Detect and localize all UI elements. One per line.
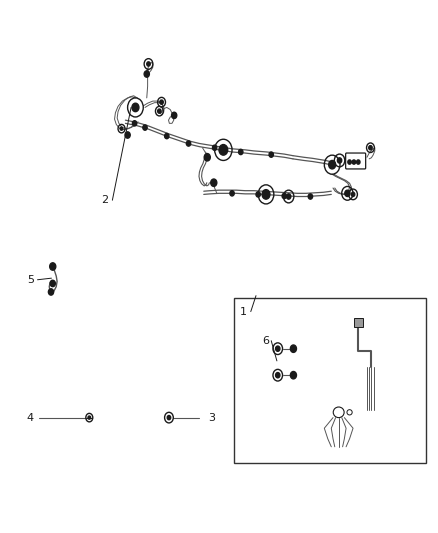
Bar <box>234 298 426 463</box>
Circle shape <box>132 103 139 112</box>
Circle shape <box>186 141 191 146</box>
Circle shape <box>348 160 351 164</box>
Circle shape <box>132 120 137 126</box>
Circle shape <box>219 144 228 155</box>
Circle shape <box>269 152 273 157</box>
Text: 1: 1 <box>240 306 247 317</box>
Circle shape <box>352 160 356 164</box>
Circle shape <box>262 190 270 199</box>
Circle shape <box>357 160 360 164</box>
Circle shape <box>160 100 163 104</box>
Text: 5: 5 <box>27 274 34 285</box>
Circle shape <box>144 71 149 77</box>
Text: 6: 6 <box>262 336 269 346</box>
Circle shape <box>165 133 169 139</box>
Circle shape <box>88 416 91 419</box>
Circle shape <box>50 280 55 287</box>
Circle shape <box>256 192 260 197</box>
Bar <box>354 318 364 327</box>
Circle shape <box>158 109 161 114</box>
Circle shape <box>49 263 56 270</box>
Circle shape <box>276 373 280 378</box>
Circle shape <box>143 125 147 130</box>
Circle shape <box>290 345 297 352</box>
Circle shape <box>276 346 280 351</box>
Circle shape <box>369 146 372 150</box>
Circle shape <box>125 132 130 138</box>
Circle shape <box>204 154 210 161</box>
Circle shape <box>172 112 177 118</box>
Circle shape <box>337 158 342 163</box>
Circle shape <box>308 194 313 199</box>
Text: 3: 3 <box>208 413 215 423</box>
Circle shape <box>239 149 243 155</box>
Circle shape <box>290 372 297 379</box>
Circle shape <box>351 192 355 197</box>
Circle shape <box>328 160 336 169</box>
Circle shape <box>212 145 217 150</box>
Circle shape <box>345 190 350 197</box>
Circle shape <box>282 193 286 199</box>
Circle shape <box>147 62 150 66</box>
Circle shape <box>48 289 53 295</box>
Circle shape <box>211 179 217 187</box>
Circle shape <box>230 191 234 196</box>
Text: 4: 4 <box>27 413 34 423</box>
Circle shape <box>120 127 123 130</box>
Text: 2: 2 <box>101 195 108 205</box>
Circle shape <box>286 194 291 199</box>
Circle shape <box>167 416 171 419</box>
